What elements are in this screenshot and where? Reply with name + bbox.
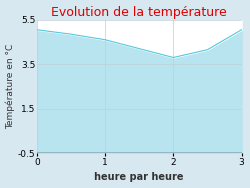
X-axis label: heure par heure: heure par heure [94, 172, 184, 182]
Title: Evolution de la température: Evolution de la température [51, 6, 227, 19]
Y-axis label: Température en °C: Température en °C [6, 44, 15, 129]
